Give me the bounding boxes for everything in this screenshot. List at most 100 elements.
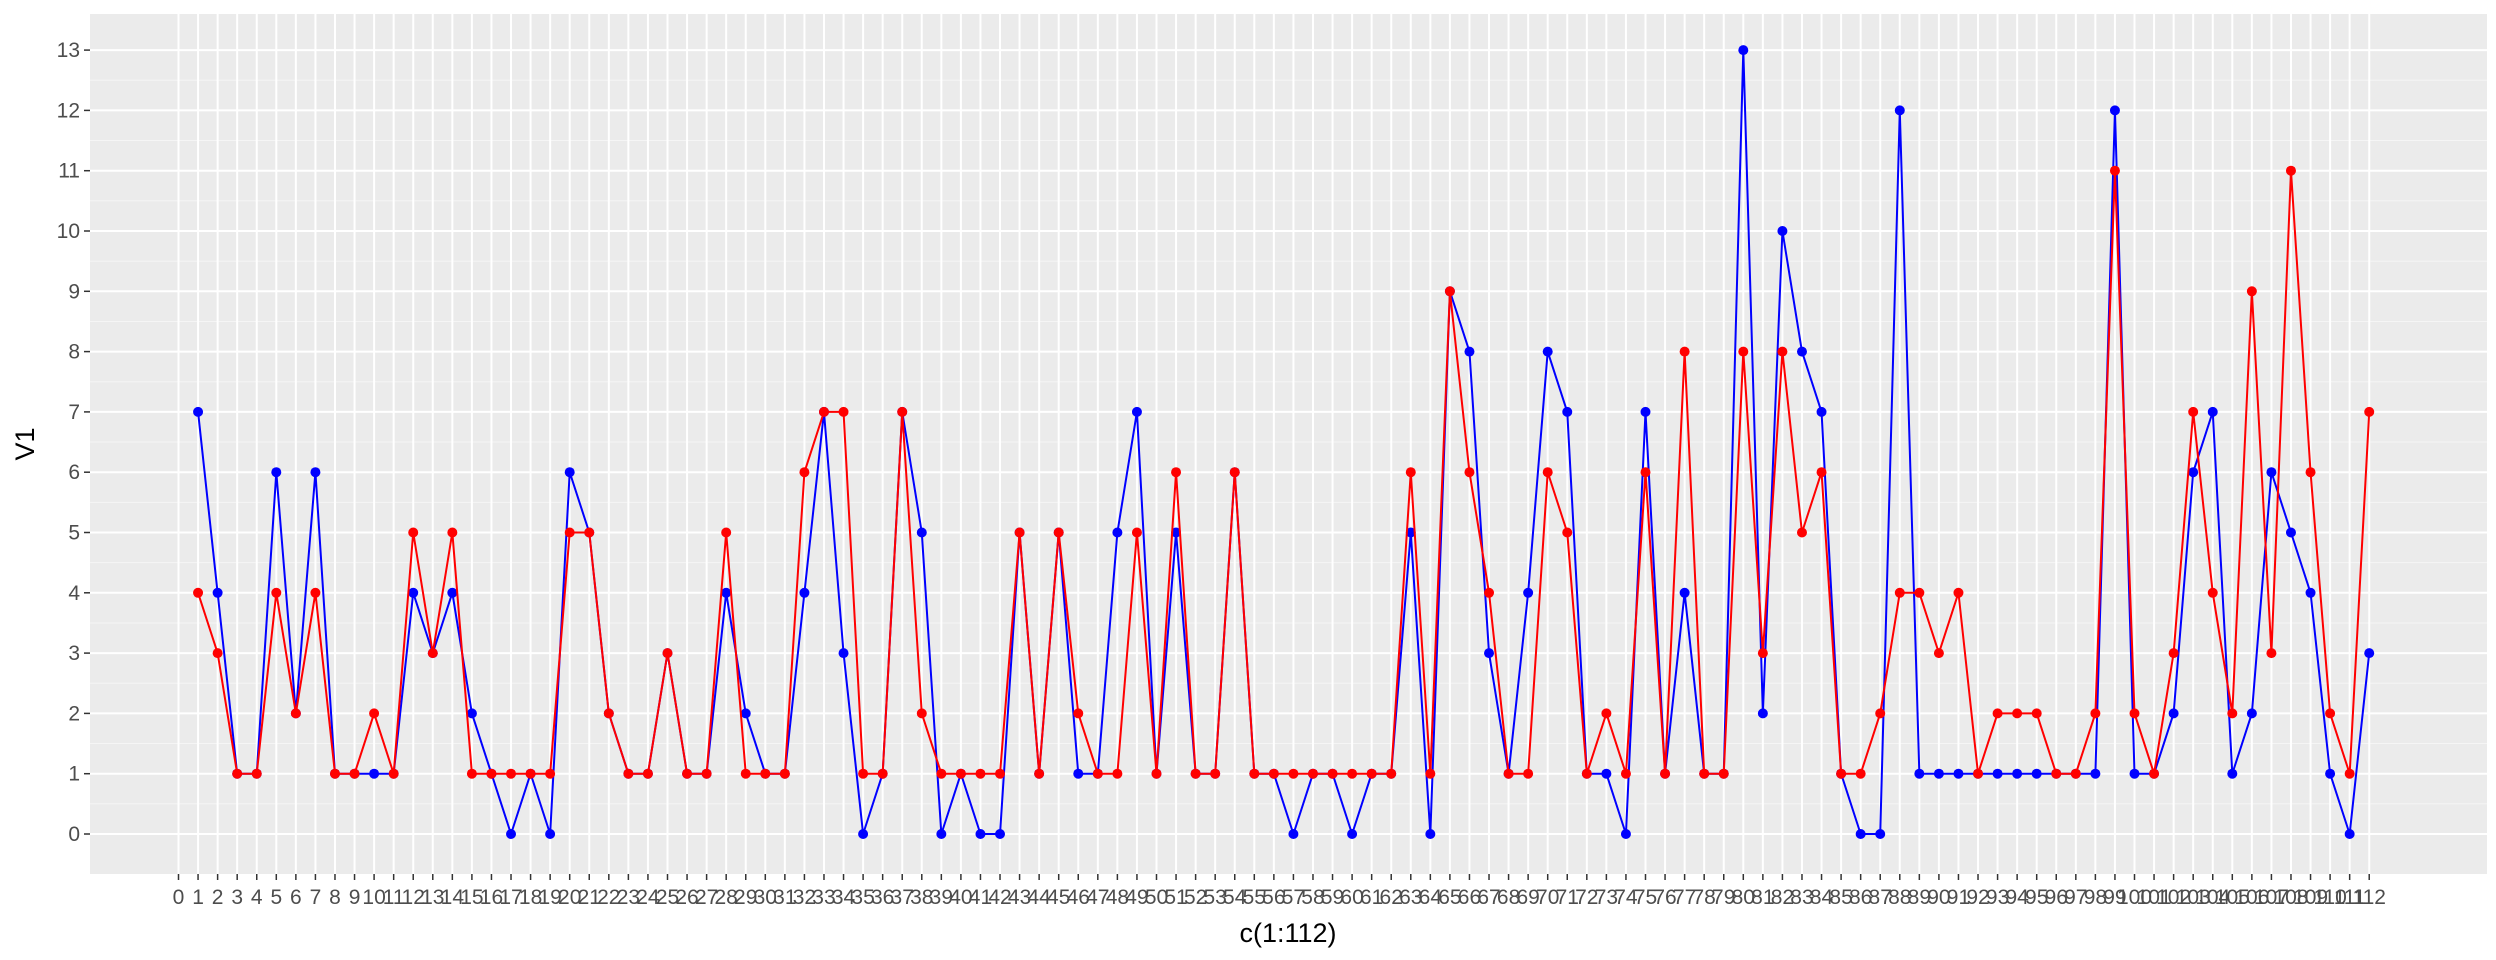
- data-point: [408, 587, 419, 598]
- data-point: [1014, 527, 1025, 538]
- data-point: [212, 648, 223, 659]
- data-point: [1620, 829, 1631, 839]
- data-point: [1425, 829, 1436, 839]
- data-point: [506, 768, 517, 779]
- data-point: [1347, 768, 1358, 779]
- x-tick-label: 77: [1673, 886, 1696, 909]
- y-tick-label: 3: [68, 642, 80, 665]
- data-point: [2031, 708, 2042, 719]
- x-tick-label: 87: [1869, 886, 1892, 909]
- data-point: [1053, 527, 1064, 538]
- data-point: [1112, 768, 1123, 779]
- x-tick-label: 95: [2025, 886, 2048, 909]
- x-tick-label: 1: [192, 886, 204, 909]
- x-tick-label: 41: [969, 886, 992, 909]
- x-tick-label: 97: [2064, 886, 2087, 909]
- x-tick-label: 40: [949, 886, 972, 909]
- x-tick-label: 94: [2005, 886, 2029, 909]
- x-tick-label: 26: [675, 886, 698, 909]
- data-point: [1131, 527, 1142, 538]
- data-point: [1620, 768, 1631, 779]
- x-tick-label: 82: [1771, 886, 1794, 909]
- data-point: [1112, 527, 1123, 538]
- x-tick-label: 22: [597, 886, 620, 909]
- data-point: [1523, 587, 1534, 598]
- data-point: [936, 829, 947, 839]
- x-tick-label: 29: [734, 886, 757, 909]
- x-tick-label: 46: [1067, 886, 1090, 909]
- data-point: [1249, 768, 1260, 779]
- x-tick-label: 48: [1106, 886, 1129, 909]
- data-point: [251, 768, 262, 779]
- x-tick-label: 20: [558, 886, 581, 909]
- x-tick-label: 13: [421, 886, 444, 909]
- data-point: [779, 768, 790, 779]
- x-tick-label: 69: [1516, 886, 1539, 909]
- x-tick-label: 31: [773, 886, 796, 909]
- x-tick-label: 0: [173, 886, 185, 909]
- data-point: [916, 527, 927, 538]
- y-tick-label: 0: [68, 823, 80, 846]
- data-point: [1796, 527, 1807, 538]
- series-2: [193, 165, 2375, 779]
- x-tick-label: 14: [441, 886, 465, 909]
- data-point: [1562, 527, 1573, 538]
- data-point: [2305, 467, 2316, 478]
- data-point: [1366, 768, 1377, 779]
- data-point: [799, 467, 810, 478]
- data-point: [740, 768, 751, 779]
- data-point: [1738, 346, 1749, 357]
- data-point: [1738, 45, 1749, 56]
- x-tick-label: 81: [1751, 886, 1774, 909]
- data-point: [1073, 768, 1084, 779]
- data-point: [1210, 768, 1221, 779]
- data-point: [1464, 346, 1475, 357]
- data-point: [1523, 768, 1534, 779]
- x-tick-label: 75: [1634, 886, 1657, 909]
- data-point: [349, 768, 360, 779]
- data-point: [1425, 768, 1436, 779]
- data-point: [290, 708, 301, 719]
- data-point: [584, 527, 595, 538]
- x-tick-label: 83: [1790, 886, 1813, 909]
- x-tick-label: 33: [812, 886, 835, 909]
- x-tick-label: 37: [891, 886, 914, 909]
- data-point: [858, 768, 869, 779]
- x-tick-label: 30: [754, 886, 777, 909]
- data-point: [2207, 406, 2218, 417]
- data-point: [1640, 467, 1651, 478]
- x-tick-label: 34: [832, 886, 856, 909]
- x-tick-label: 73: [1595, 886, 1618, 909]
- data-point: [1405, 467, 1416, 478]
- x-tick-label: 43: [1008, 886, 1031, 909]
- x-tick-label: 7: [310, 886, 322, 909]
- x-tick-label: 67: [1477, 886, 1500, 909]
- x-tick-label: 109: [2293, 886, 2328, 909]
- data-point: [1601, 768, 1612, 779]
- data-point: [838, 406, 849, 417]
- data-point: [1718, 768, 1729, 779]
- plot-panel: [90, 14, 2487, 874]
- x-tick-label: 70: [1536, 886, 1559, 909]
- data-point: [2344, 829, 2355, 839]
- x-tick-label: 27: [695, 886, 718, 909]
- data-point: [545, 768, 556, 779]
- data-point: [2246, 708, 2257, 719]
- data-point: [1386, 768, 1397, 779]
- x-tick-label: 16: [480, 886, 503, 909]
- data-point: [1484, 648, 1495, 659]
- data-point: [2305, 587, 2316, 598]
- x-tick-label: 15: [460, 886, 483, 909]
- data-point: [369, 708, 380, 719]
- data-point: [1933, 648, 1944, 659]
- data-point: [1679, 587, 1690, 598]
- x-tick-label: 4: [251, 886, 263, 909]
- series-line: [197, 169, 2371, 775]
- data-point: [212, 587, 223, 598]
- x-tick-label: 66: [1458, 886, 1481, 909]
- data-point: [1894, 105, 1905, 116]
- y-tick-label: 5: [68, 522, 80, 545]
- data-point: [2129, 768, 2140, 779]
- data-point: [2168, 708, 2179, 719]
